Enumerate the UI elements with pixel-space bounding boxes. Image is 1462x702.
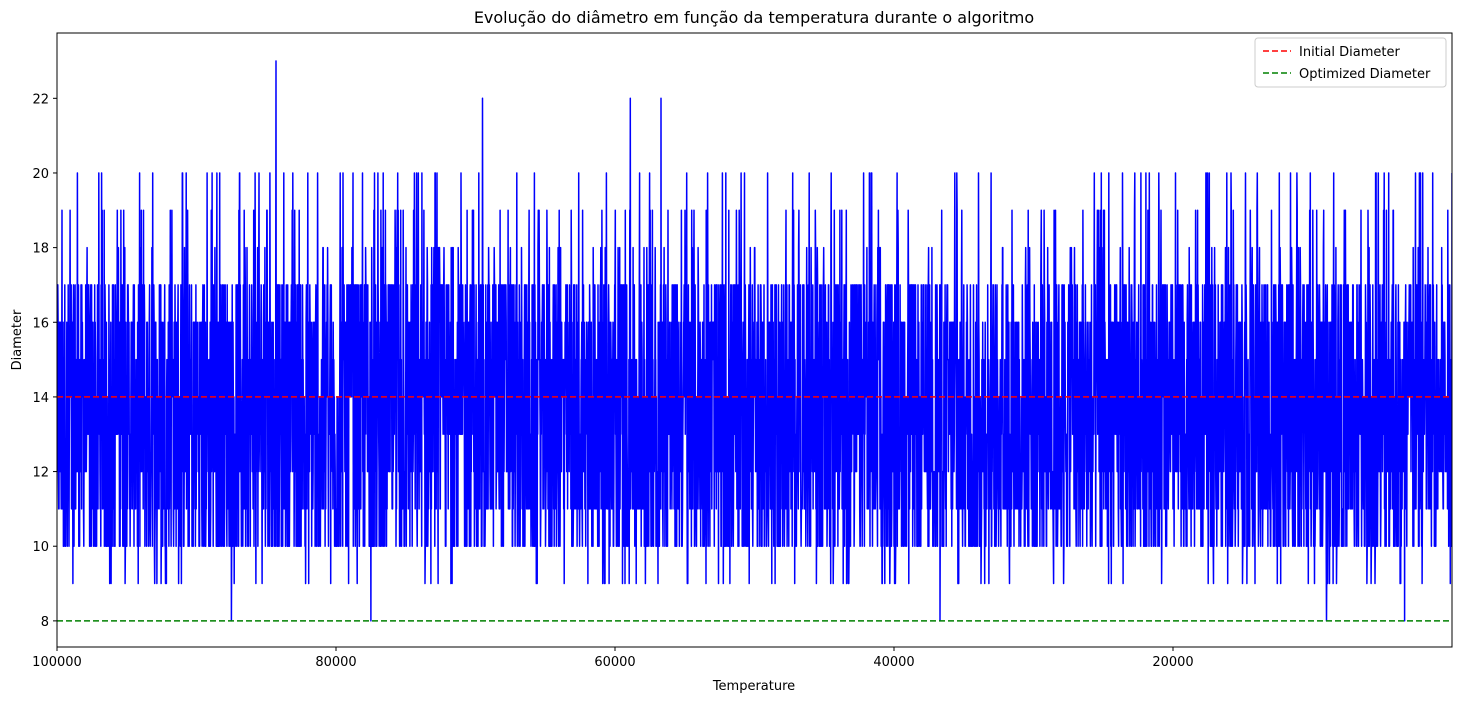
y-tick-label: 20 (32, 167, 49, 182)
legend-box (1254, 37, 1447, 88)
y-tick-label: 22 (32, 92, 49, 107)
x-axis: 100000 80000 60000 40000 20000 (32, 647, 1194, 670)
y-axis-label: Diameter (10, 309, 25, 370)
legend: Initial Diameter Optimized Diameter (1254, 37, 1447, 88)
y-tick-label: 10 (32, 540, 49, 555)
y-tick-label: 12 (32, 466, 49, 481)
x-tick-label: 100000 (32, 655, 82, 670)
x-axis-label: Temperature (712, 679, 795, 694)
x-tick-label: 20000 (1152, 655, 1193, 670)
x-tick-label: 40000 (873, 655, 914, 670)
legend-label: Optimized Diameter (1299, 67, 1431, 82)
y-tick-label: 16 (32, 316, 49, 331)
plot-frame (56, 32, 1453, 648)
y-tick-label: 18 (32, 242, 49, 257)
legend-label: Initial Diameter (1299, 45, 1400, 60)
series-line-diameter (57, 60, 1452, 622)
x-tick-label: 80000 (315, 655, 356, 670)
y-tick-label: 14 (32, 391, 49, 406)
x-tick-label: 60000 (594, 655, 635, 670)
chart-title: Evolução do diâmetro em função da temper… (474, 8, 1034, 27)
y-axis: 8 10 12 14 16 18 20 22 (32, 92, 57, 630)
plot-area (57, 60, 1452, 622)
y-tick-label: 8 (41, 615, 49, 630)
